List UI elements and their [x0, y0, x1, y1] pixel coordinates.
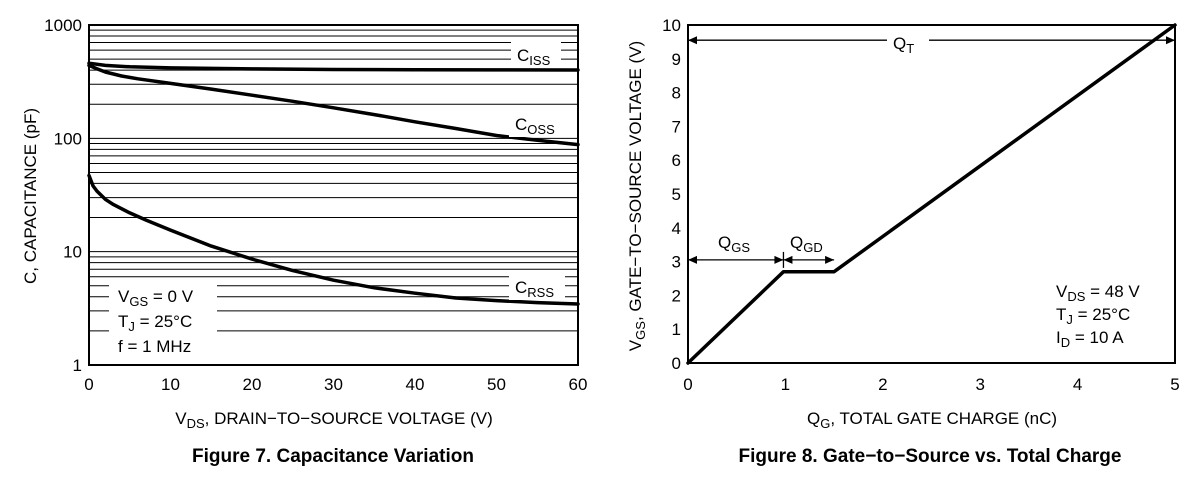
svg-text:TJ = 25°C: TJ = 25°C — [1056, 305, 1130, 327]
cond-tj-value: = 25°C — [135, 312, 192, 331]
cond-vgs-value: = 0 V — [148, 287, 194, 306]
y-tick-label: 1000 — [44, 16, 82, 35]
coss-label: COSS — [509, 113, 565, 137]
svg-text:TJ = 25°C: TJ = 25°C — [118, 312, 192, 334]
svg-text:VDS = 48 V: VDS = 48 V — [1056, 282, 1140, 304]
qgd-label: QGD — [787, 232, 833, 256]
arrow-head-left — [688, 36, 697, 45]
gate-charge-curves — [686, 23, 1177, 365]
x-tick-label: 2 — [878, 375, 887, 394]
arrow-head-left — [783, 255, 793, 264]
capacitance-tick-labels: 0 10 20 30 40 50 60 1 10 100 1000 — [44, 16, 587, 394]
svg-text:COSS: COSS — [515, 115, 555, 137]
svg-text:VGS = 0 V: VGS = 0 V — [118, 287, 194, 309]
x-tick-label: 3 — [975, 375, 984, 394]
x-tick-label: 1 — [781, 375, 790, 394]
gate-charge-tick-labels: 0 1 2 3 4 5 0 1 2 3 4 5 6 7 8 9 10 — [662, 16, 1180, 394]
coss-curve — [87, 63, 580, 147]
y-tick-label: 4 — [672, 219, 681, 238]
y-tick-label: 8 — [672, 84, 681, 103]
arrow-head-right — [825, 255, 835, 264]
x-tick-label: 0 — [84, 375, 93, 394]
svg-text:QT: QT — [893, 34, 914, 56]
y-tick-label: 10 — [662, 16, 681, 35]
vgs-curve — [686, 23, 1177, 365]
qgs-label: QGS — [714, 232, 762, 256]
cond-tj-sub: J — [128, 319, 135, 334]
gate-charge-x-axis-label: QG, TOTAL GATE CHARGE (nC) — [807, 409, 1057, 431]
arrow-head-left — [688, 255, 697, 264]
svg-text:QGS: QGS — [718, 233, 750, 255]
cond-vgs-main: V — [118, 287, 130, 306]
gate-charge-plot-frame — [687, 24, 1176, 364]
svg-text:QGD: QGD — [790, 233, 823, 255]
arrow-head-right — [1166, 36, 1175, 45]
x-tick-label: 5 — [1170, 375, 1179, 394]
y-tick-label: 5 — [672, 185, 681, 204]
capacitance-grid — [89, 29, 578, 332]
figure-8-caption: Figure 8. Gate−to−Source vs. Total Charg… — [739, 446, 1122, 467]
cond-freq: f = 1 MHz — [118, 337, 191, 356]
qt-label: QT — [887, 31, 929, 56]
ciss-label: CISS — [511, 42, 561, 68]
ciss-curve — [87, 61, 580, 72]
gate-charge-annotations — [688, 36, 1175, 268]
y-tick-label: 1 — [73, 356, 82, 375]
svg-text:CISS: CISS — [517, 46, 551, 68]
cond-tj-main: T — [118, 312, 128, 331]
y-tick-label: 10 — [63, 243, 82, 262]
crss-label: CRSS — [509, 276, 565, 300]
capacitance-y-axis-label: C, CAPACITANCE (pF) — [21, 108, 40, 284]
coss-label-main: C — [515, 115, 527, 134]
figure-7-caption: Figure 7. Capacitance Variation — [192, 446, 474, 467]
gate-charge-chart: 0 1 2 3 4 5 0 1 2 3 4 5 6 7 8 9 10 QT QGS QGD VDS = 48 V… — [626, 16, 1180, 467]
crss-label-main: C — [515, 278, 527, 297]
x-tick-label: 50 — [487, 375, 506, 394]
x-tick-label: 60 — [569, 375, 588, 394]
y-tick-label: 7 — [672, 117, 681, 136]
capacitance-conditions: VGS = 0 V TJ = 25°C f = 1 MHz — [109, 282, 217, 360]
x-tick-label: 0 — [683, 375, 692, 394]
gate-charge-conditions: VDS = 48 V TJ = 25°C ID = 10 A — [1050, 280, 1162, 352]
y-tick-label: 2 — [672, 286, 681, 305]
x-tick-label: 30 — [324, 375, 343, 394]
cond-vgs-sub: GS — [129, 294, 148, 309]
x-tick-label: 20 — [243, 375, 262, 394]
coss-label-sub: OSS — [527, 122, 555, 137]
svg-text:ID = 10 A: ID = 10 A — [1056, 328, 1124, 350]
crss-label-sub: RSS — [527, 285, 554, 300]
x-tick-label: 10 — [161, 375, 180, 394]
y-tick-label: 9 — [672, 50, 681, 69]
x-tick-label: 4 — [1073, 375, 1082, 394]
y-tick-label: 3 — [672, 253, 681, 272]
crss-curve — [87, 173, 580, 306]
y-tick-label: 6 — [672, 151, 681, 170]
y-tick-label: 1 — [672, 320, 681, 339]
x-tick-label: 40 — [406, 375, 425, 394]
capacitance-x-axis-label: VDS, DRAIN−TO−SOURCE VOLTAGE (V) — [175, 409, 493, 431]
y-tick-label: 0 — [672, 354, 681, 373]
capacitance-curves — [87, 61, 580, 306]
ciss-label-sub: ISS — [529, 53, 550, 68]
y-tick-label: 100 — [54, 129, 82, 148]
arrow-head-right — [774, 255, 784, 264]
svg-text:CRSS: CRSS — [515, 278, 554, 300]
gate-charge-y-axis-label: VGS, GATE−TO−SOURCE VOLTAGE (V) — [626, 41, 648, 351]
ciss-label-main: C — [517, 46, 529, 65]
capacitance-plot-frame — [88, 24, 579, 366]
